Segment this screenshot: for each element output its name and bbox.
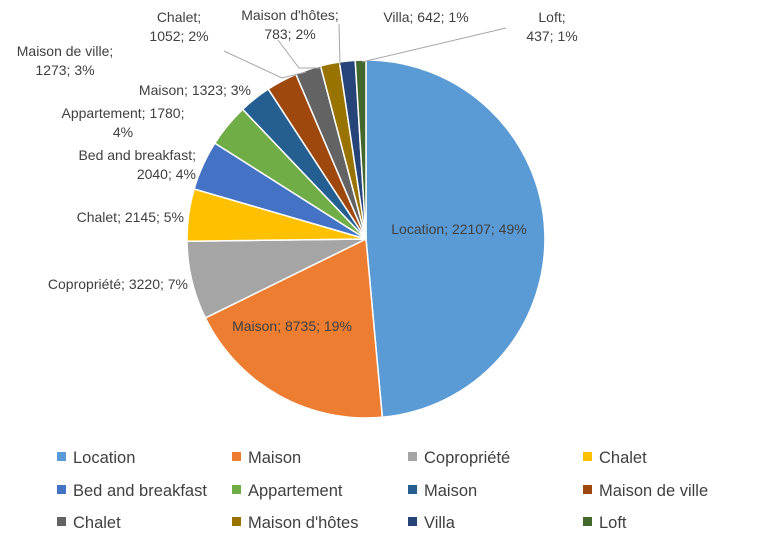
legend-label: Chalet: [599, 449, 647, 467]
data-label-villa-11: Villa; 642; 1%: [383, 9, 468, 25]
data-label-chalet-4: Chalet; 2145; 5%: [77, 209, 184, 225]
leader-line-1: [223, 50, 307, 79]
legend-item-chalet-4: Chalet: [583, 449, 647, 467]
legend-label: Maison d'hôtes: [248, 514, 358, 532]
legend-swatch: [583, 485, 592, 494]
data-label-loft-12: Loft; 437; 1%: [526, 9, 577, 44]
pie-slice-location-1: [365, 59, 546, 419]
legend-item-loft-12: Loft: [583, 514, 627, 532]
legend-swatch: [57, 485, 66, 494]
data-label-maison-2: Maison; 8735; 19%: [232, 318, 352, 334]
data-label-copropriete-3: Copropriété; 3220; 7%: [48, 276, 188, 292]
data-label-chalet-9: Chalet; 1052; 2%: [149, 9, 208, 44]
data-label-maison-de-ville-8: Maison de ville; 1273; 3%: [17, 43, 114, 78]
legend-item-bed-and-breakfast-5: Bed and breakfast: [57, 482, 207, 500]
legend-item-maison-2: Maison: [232, 449, 301, 467]
legend-label: Chalet: [73, 514, 121, 532]
pie-slice-maison-2: [204, 237, 384, 419]
data-label-maison-d-hotes-10: Maison d'hôtes; 783; 2%: [241, 7, 339, 42]
legend-item-maison-d-hotes-10: Maison d'hôtes: [232, 514, 358, 532]
legend-swatch: [232, 517, 241, 526]
legend-label: Maison: [424, 482, 477, 500]
legend-swatch: [583, 452, 592, 461]
legend-swatch: [408, 452, 417, 461]
legend-item-copropriete-3: Copropriété: [408, 449, 510, 467]
legend-swatch: [57, 517, 66, 526]
leader-line-3: [338, 23, 341, 66]
data-label-appartement-6: Appartement; 1780; 4%: [62, 105, 185, 140]
legend-label: Maison de ville: [599, 482, 708, 500]
leader-line-2: [277, 39, 321, 69]
legend-item-villa-11: Villa: [408, 514, 456, 532]
legend-label: Appartement: [248, 482, 343, 500]
legend-item-maison-de-ville-8: Maison de ville: [583, 482, 708, 500]
legend-item-appartement-6: Appartement: [232, 482, 343, 500]
legend-label: Copropriété: [424, 449, 510, 467]
data-label-location-1: Location; 22107; 49%: [391, 221, 526, 237]
pie-slice-loft-12: [354, 59, 367, 240]
data-label-maison-7: Maison; 1323; 3%: [139, 82, 251, 98]
legend-swatch: [408, 485, 417, 494]
legend-label: Location: [73, 449, 135, 467]
legend-label: Bed and breakfast: [73, 482, 207, 500]
legend-item-maison-7: Maison: [408, 482, 477, 500]
legend-item-chalet-9: Chalet: [57, 514, 121, 532]
legend-swatch: [583, 517, 592, 526]
legend-label: Villa: [424, 514, 456, 532]
legend-swatch: [408, 517, 417, 526]
legend-label: Maison: [248, 449, 301, 467]
legend-item-location-1: Location: [57, 449, 135, 467]
legend-swatch: [232, 485, 241, 494]
legend-swatch: [57, 452, 66, 461]
legend-swatch: [232, 452, 241, 461]
leader-line-4: [361, 27, 507, 63]
legend-label: Loft: [599, 514, 627, 532]
data-label-bed-and-breakfast-5: Bed and breakfast; 2040; 4%: [78, 147, 196, 182]
